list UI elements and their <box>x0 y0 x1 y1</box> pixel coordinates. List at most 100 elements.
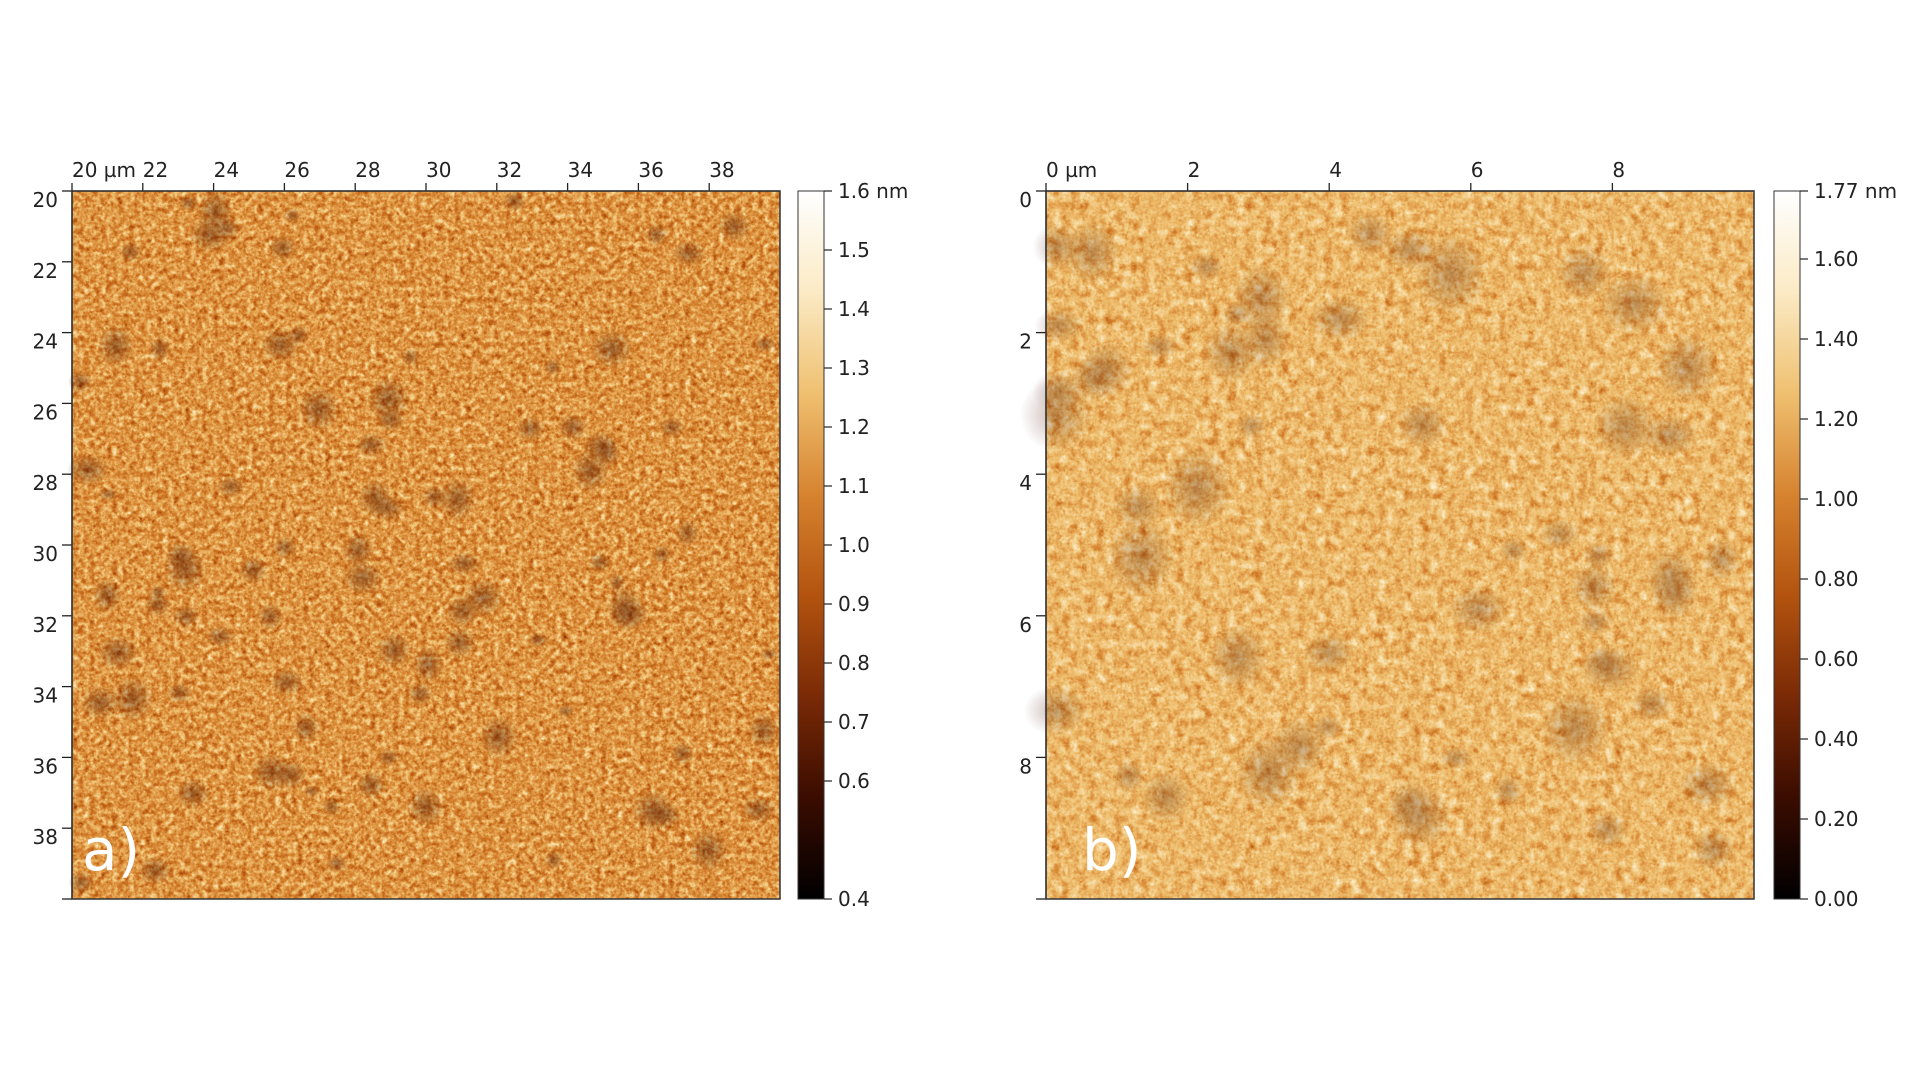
x-tick-label: 8 <box>1612 158 1625 182</box>
x-tick-label: 30 <box>426 158 451 182</box>
dark-domain <box>412 646 444 683</box>
dark-domain <box>1112 485 1164 529</box>
dark-domain <box>1162 446 1233 529</box>
dark-domain <box>1382 228 1438 271</box>
y-tick-label: 4 <box>1019 471 1032 495</box>
dark-domain <box>119 241 142 263</box>
dark-domain <box>1641 413 1699 457</box>
y-tick-label: 30 <box>33 542 58 566</box>
dark-domain <box>644 223 669 247</box>
colorbar-tick-label: 0.6 <box>838 769 870 793</box>
colorbar-tick-label: 1.4 <box>838 297 870 321</box>
dark-domain <box>443 626 476 659</box>
x-tick-label: 20 µm <box>72 158 136 182</box>
dark-domain <box>1539 518 1580 550</box>
y-tick-label: 22 <box>33 259 58 283</box>
dark-domain <box>99 487 118 501</box>
dark-domain <box>1064 221 1120 284</box>
dark-domain <box>1203 322 1259 383</box>
dark-domain <box>268 235 297 261</box>
x-axis-b: 0 µm 2 4 6 8 <box>1045 158 1754 192</box>
dark-domain <box>283 207 301 224</box>
x-tick-label: 28 <box>355 158 380 182</box>
dark-domain <box>422 485 448 509</box>
dark-domain <box>376 631 412 669</box>
dark-domain <box>652 544 672 564</box>
y-tick-label: 24 <box>33 330 58 354</box>
dark-domain <box>96 635 139 670</box>
colorbar-tick-label: 1.3 <box>838 356 870 380</box>
dark-domain <box>1209 624 1268 690</box>
x-tick-label: 4 <box>1329 158 1342 182</box>
dark-domain <box>445 594 480 628</box>
colorbar-tick-label: 1.5 <box>838 238 870 262</box>
dark-domain <box>1584 646 1623 678</box>
dark-domain <box>1577 608 1613 635</box>
y-tick-label: 0 <box>1019 188 1032 212</box>
dark-domain <box>557 413 588 441</box>
colorbar-tick-label: 1.40 <box>1814 327 1859 351</box>
dark-domain <box>217 476 245 498</box>
dark-domain <box>590 329 634 369</box>
y-tick-label: 32 <box>33 613 58 637</box>
dark-domain <box>1587 811 1628 848</box>
x-tick-label: 36 <box>638 158 663 182</box>
dark-domain <box>1023 684 1088 737</box>
y-tick-label: 2 <box>1019 330 1032 354</box>
dark-domain <box>447 551 481 576</box>
dark-domain <box>175 778 211 809</box>
colorbar-tick-label: 0.7 <box>838 710 870 734</box>
colorbar-tick-label: 0.9 <box>838 592 870 616</box>
dark-domain <box>688 828 729 872</box>
dark-domain <box>1583 541 1614 569</box>
colorbar-tick-label: 1.20 <box>1814 407 1859 431</box>
colorbar-ticks-a: 1.6 nm 1.5 1.4 1.3 1.2 1.1 1.0 0.9 0.8 0.7 0.6 0.4 <box>824 179 908 911</box>
dark-domain <box>608 572 626 593</box>
dark-domain <box>178 195 199 211</box>
dark-domain <box>401 347 419 367</box>
y-tick-label: 26 <box>33 400 58 424</box>
dark-domain <box>342 561 383 595</box>
panel-label-b: b) <box>1082 816 1141 884</box>
dark-domain <box>288 324 310 346</box>
frame-a <box>71 190 781 900</box>
y-tick-label: 28 <box>33 471 58 495</box>
dark-domain <box>144 592 171 617</box>
dark-domain <box>1702 537 1741 581</box>
x-tick-label: 24 <box>214 158 239 182</box>
dark-domain <box>67 370 93 393</box>
colorbar-a <box>797 190 825 900</box>
dark-domain <box>439 477 477 521</box>
dark-domain <box>67 453 109 487</box>
colorbar-tick-label: 1.60 <box>1814 247 1859 271</box>
dark-domain <box>1387 780 1431 828</box>
dark-domain <box>515 416 545 441</box>
dark-domain <box>196 189 234 234</box>
dark-domain <box>377 749 400 767</box>
dark-domain <box>1646 547 1698 609</box>
dark-domain <box>670 741 695 765</box>
dark-domain <box>557 704 575 718</box>
dark-domain <box>205 625 236 648</box>
dark-domain <box>292 712 321 743</box>
colorbar-tick-label: 0.80 <box>1814 567 1859 591</box>
colorbar-tick-label: 0.60 <box>1814 647 1859 671</box>
y-axis-a: 20 22 24 26 28 30 32 34 36 38 <box>33 188 73 900</box>
dark-domain <box>97 324 135 368</box>
y-tick-label: 6 <box>1019 613 1032 637</box>
dark-domain <box>1540 690 1610 766</box>
y-tick-label: 34 <box>33 684 58 708</box>
dark-domain <box>1303 632 1355 673</box>
dark-domain <box>544 850 564 870</box>
dark-domain <box>274 760 308 789</box>
dark-domain <box>741 795 776 824</box>
dark-domain <box>478 715 519 759</box>
colorbar-tick-label: 0.8 <box>838 651 870 675</box>
dark-domain <box>588 552 612 573</box>
x-tick-label: 22 <box>143 158 168 182</box>
colorbar-tick-label: 0.40 <box>1814 727 1859 751</box>
dark-domain <box>1069 355 1119 401</box>
dark-domain <box>659 417 685 438</box>
colorbar-tick-label: 0.4 <box>838 887 870 911</box>
